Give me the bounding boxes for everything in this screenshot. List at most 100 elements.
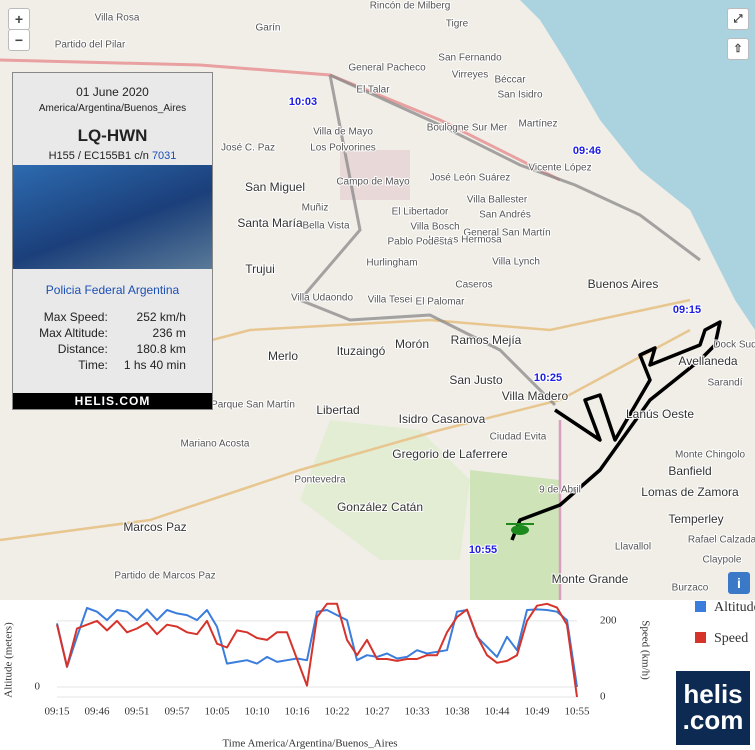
card-footer: HELIS.COM	[13, 393, 212, 409]
place-label: Lanús Oeste	[626, 407, 694, 421]
stat-label: Distance:	[57, 342, 108, 356]
x-tick-label: 10:49	[524, 706, 550, 718]
place-label: El Talar	[356, 85, 390, 96]
place-label: Caseros	[455, 280, 492, 291]
place-label: Temperley	[668, 512, 723, 526]
place-label: San Miguel	[245, 180, 305, 194]
place-label: Lomas Hermosa	[428, 235, 502, 246]
place-label: Sarandí	[707, 378, 742, 389]
place-label: Lomas de Zamora	[641, 485, 739, 499]
flight-chart: 0 0 200 09:15 09:46 09:51 09:57 10:05 10:10 10:16…	[3, 602, 651, 750]
place-label: Isidro Casanova	[399, 412, 486, 426]
stat-value: 236 m	[152, 326, 186, 340]
place-label: González Catán	[337, 500, 423, 514]
place-label: Tigre	[446, 19, 469, 30]
x-tick-label: 09:51	[124, 706, 149, 718]
place-label: Parque San Martín	[211, 400, 295, 411]
place-label: San Isidro	[497, 90, 542, 101]
fullscreen-button[interactable]: ⤢	[727, 8, 749, 30]
place-label: Ciudad Evita	[490, 432, 547, 443]
place-label: 9 de Abril	[539, 485, 581, 496]
serial-link[interactable]: 7031	[151, 150, 177, 162]
place-label: Villa Ballester	[467, 195, 528, 206]
place-label: Libertad	[316, 403, 359, 417]
track-time-label: 10:55	[469, 544, 497, 556]
info-button[interactable]: i	[728, 572, 750, 594]
place-label: Béccar	[494, 75, 526, 86]
military-area	[340, 150, 410, 200]
place-label: Mariano Acosta	[181, 439, 250, 450]
place-label: Merlo	[268, 349, 298, 363]
place-label: Buenos Aires	[588, 277, 659, 291]
place-label: Villa Rosa	[95, 13, 140, 24]
track-time-label: 10:03	[289, 96, 317, 108]
place-label: San Fernando	[438, 53, 502, 64]
stat-row: Distance: 180.8 km	[31, 341, 194, 357]
place-label: Villa Madero	[502, 389, 569, 403]
place-label: General San Martín	[463, 228, 550, 239]
river-water	[520, 0, 755, 330]
place-label: Claypole	[703, 555, 742, 566]
zoom-out-button[interactable]: −	[8, 29, 30, 51]
place-label: Ituzaingó	[337, 344, 386, 358]
place-label: José C. Paz	[221, 143, 275, 154]
place-label: Gregorio de Laferrere	[392, 447, 508, 461]
place-label: Campo de Mayo	[336, 177, 410, 188]
x-tick-label: 09:46	[84, 706, 110, 718]
place-label: Avellaneda	[678, 354, 737, 368]
legend-swatch	[695, 632, 706, 643]
park	[300, 420, 470, 560]
stat-label: Time:	[78, 358, 108, 372]
place-label: Villa Tesei	[368, 295, 413, 306]
aircraft-type-line: H155 / EC155B1 c/n 7031	[13, 150, 212, 162]
place-label: San Andrés	[479, 210, 531, 221]
place-label: Partido del Pilar	[55, 40, 126, 51]
place-label: Martínez	[519, 119, 558, 130]
place-label: Garín	[255, 23, 280, 34]
place-label: Villa Udaondo	[291, 293, 354, 304]
stat-value: 1 hs 40 min	[123, 358, 186, 372]
y-axis-title: Altitude (meters)	[3, 622, 15, 698]
x-tick-label: 10:16	[284, 706, 310, 718]
place-label: Monte Grande	[552, 572, 629, 586]
x-tick-label: 10:22	[324, 706, 349, 718]
aircraft-photo	[13, 165, 212, 269]
series-line	[56, 607, 578, 688]
x-tick-label: 09:57	[164, 706, 190, 718]
place-label: Hurlingham	[366, 258, 417, 269]
logo-line1: helis	[683, 679, 743, 709]
x-tick-label: 10:27	[364, 706, 390, 718]
zoom-in-button[interactable]: +	[8, 8, 30, 30]
place-label: Villa Bosch	[410, 222, 459, 233]
timezone: America/Argentina/Buenos_Aires	[38, 103, 187, 114]
export-button[interactable]: ⇧	[727, 38, 749, 60]
place-label: General Pacheco	[348, 63, 426, 74]
stat-row: Max Altitude: 236 m	[31, 325, 194, 341]
x-tick-label: 10:55	[564, 706, 590, 718]
legend-label: Altitude	[714, 600, 755, 615]
track-time-label: 10:25	[534, 372, 562, 384]
place-label: Trujui	[245, 262, 275, 276]
series-line	[56, 602, 578, 698]
place-label: Banfield	[668, 464, 711, 478]
place-label: Boulogne Sur Mer	[427, 123, 508, 134]
y-tick-label: 0	[35, 680, 41, 692]
legend: Altitude Speed	[690, 598, 755, 658]
helicopter-icon	[506, 523, 534, 535]
stats-table: Max Speed: 252 km/h Max Altitude: 236 m Dist…	[31, 309, 194, 373]
logo-line2: .com	[682, 705, 744, 735]
place-label: Virreyes	[452, 70, 489, 81]
stat-label: Max Altitude:	[39, 326, 108, 340]
y2-axis-title: Speed (km/h)	[639, 620, 651, 680]
stat-label: Max Speed:	[43, 310, 108, 324]
place-label: José León Suárez	[430, 173, 511, 184]
place-label: Villa Lynch	[492, 257, 540, 268]
aircraft-type: H155 / EC155B1 c/n	[48, 150, 149, 162]
place-label: Burzaco	[672, 583, 709, 594]
earlier-track	[297, 73, 701, 407]
place-label: Bella Vista	[302, 221, 350, 232]
place-label: Partido de Marcos Paz	[114, 571, 215, 582]
place-label: Rincón de Milberg	[370, 1, 451, 12]
stat-value: 180.8 km	[136, 342, 186, 356]
